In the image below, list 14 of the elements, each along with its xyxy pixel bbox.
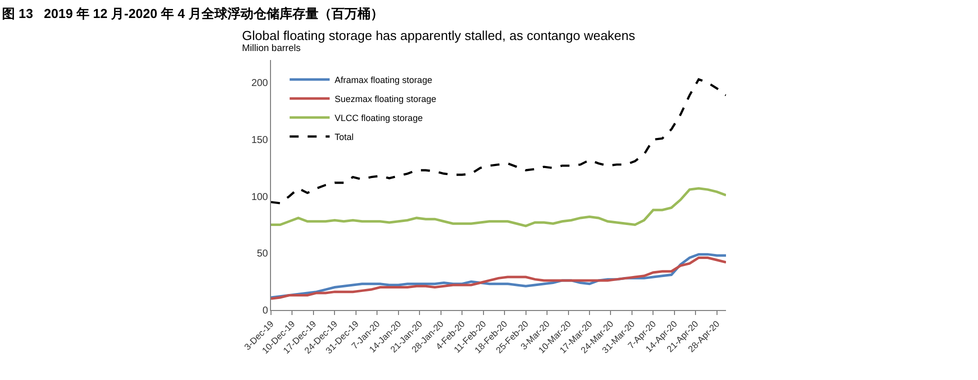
y-axis-title: Million barrels (242, 43, 301, 54)
legend-label: Total (334, 132, 354, 142)
y-tick-label: 150 (251, 135, 268, 146)
y-tick-label: 200 (251, 78, 268, 90)
legend-label: Aframax floating storage (334, 75, 432, 86)
legend-label: VLCC floating storage (334, 113, 423, 124)
chart-subtitle: Global floating storage has apparently stalled, as contango weakens (242, 28, 636, 43)
line-series (271, 78, 726, 204)
line-series (271, 187, 726, 228)
y-tick-label: 100 (251, 192, 268, 203)
y-tick-label: 50 (256, 248, 268, 260)
legend-label: Suezmax floating storage (334, 94, 436, 104)
chart-title: 图 13 2019 年 12 月-2020 年 4 月全球浮动仓储库存量（百万桶） (2, 6, 384, 21)
y-tick-label: 0 (262, 306, 268, 316)
